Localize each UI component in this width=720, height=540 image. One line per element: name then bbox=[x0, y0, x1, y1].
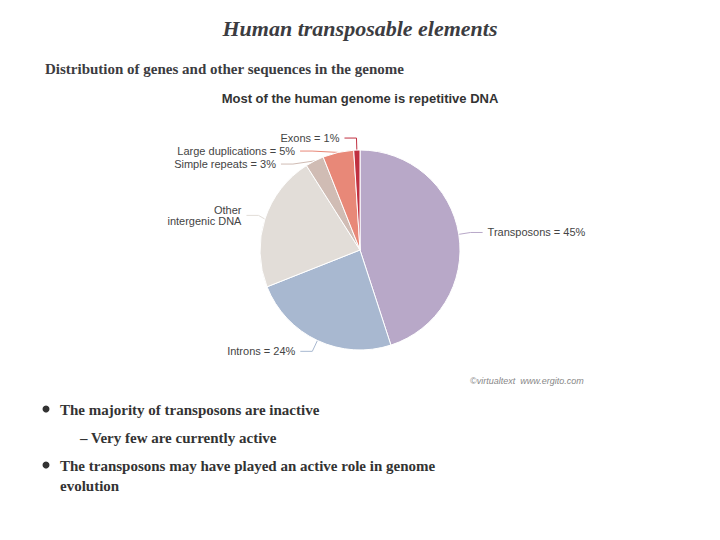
svg-text:Most of the human genome is re: Most of the human genome is repetitive D… bbox=[222, 91, 499, 106]
svg-text:intergenic DNA: intergenic DNA bbox=[167, 215, 242, 227]
svg-text:©virtualtext www.ergito.com: ©virtualtext www.ergito.com bbox=[470, 376, 584, 386]
svg-text:evolution: evolution bbox=[60, 478, 120, 494]
svg-text:Introns = 24%: Introns = 24% bbox=[227, 345, 295, 357]
svg-text:Large duplications = 5%: Large duplications = 5% bbox=[177, 145, 295, 157]
svg-text:Simple repeats = 3%: Simple repeats = 3% bbox=[174, 158, 276, 170]
svg-text:Human transposable elements: Human transposable elements bbox=[221, 16, 497, 41]
svg-text:Distribution of genes and othe: Distribution of genes and other sequence… bbox=[45, 61, 404, 77]
svg-text:Exons = 1%: Exons = 1% bbox=[280, 132, 339, 144]
svg-text:The transposons may have playe: The transposons may have played an activ… bbox=[60, 458, 435, 474]
svg-text:Other: Other bbox=[213, 203, 242, 216]
svg-text:– Very few are currently activ: – Very few are currently active bbox=[79, 430, 277, 446]
svg-text:The majority of transposons ar: The majority of transposons are inactive bbox=[60, 402, 320, 418]
svg-text:Transposons = 45%: Transposons = 45% bbox=[488, 226, 586, 238]
